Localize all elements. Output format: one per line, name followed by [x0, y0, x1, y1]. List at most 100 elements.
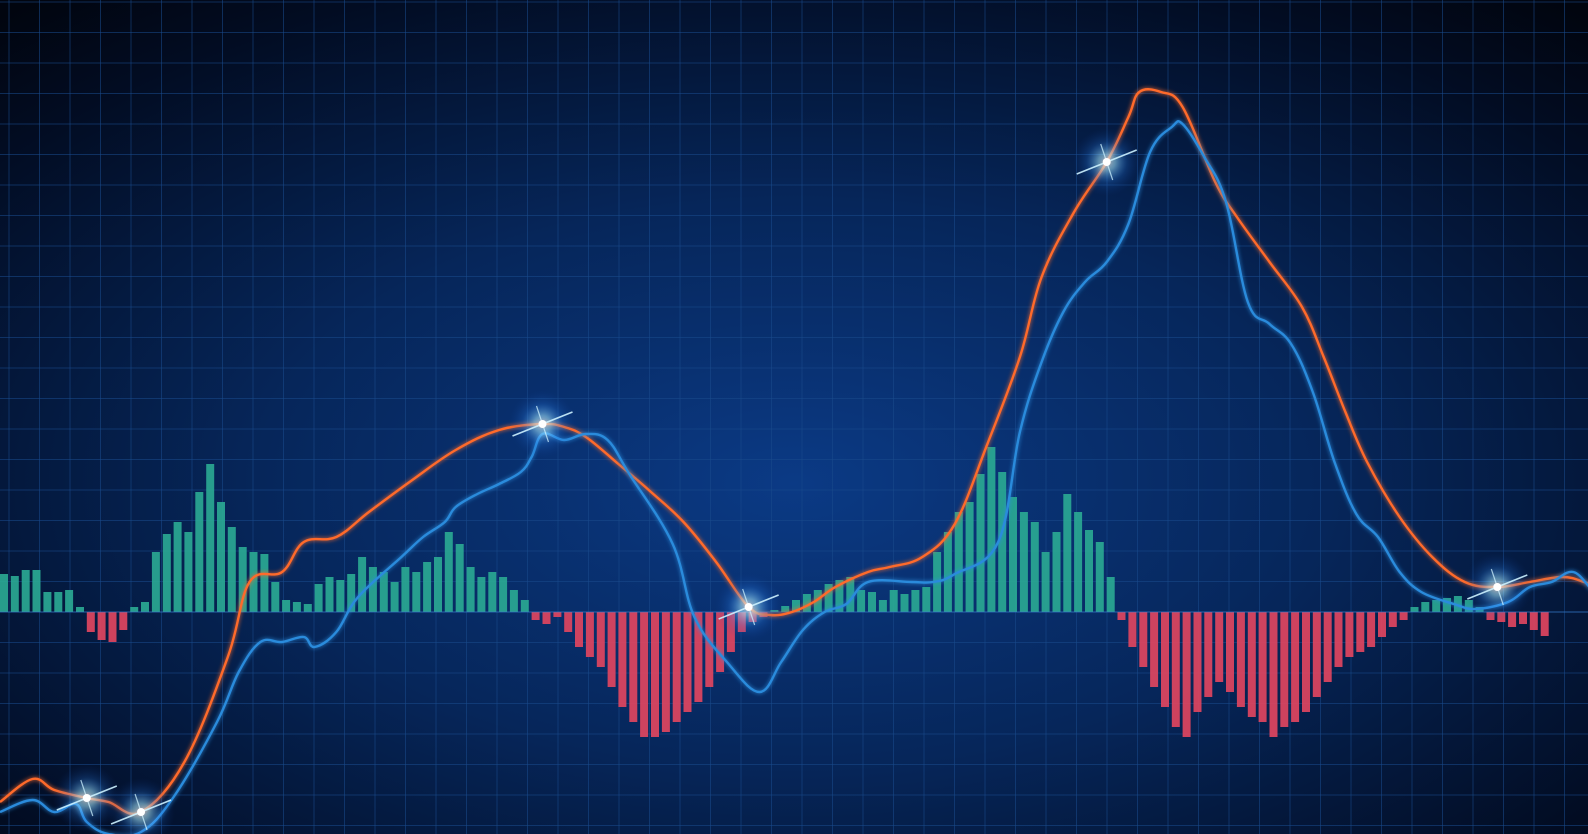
histogram-bar-negative: [1302, 612, 1310, 712]
flare-core: [82, 794, 91, 802]
histogram-bar-negative: [1399, 612, 1408, 620]
histogram-bar-negative: [108, 612, 117, 642]
histogram-bar-negative: [1204, 612, 1213, 697]
histogram-bar-positive: [954, 512, 963, 612]
histogram-bar-positive: [173, 522, 182, 612]
histogram-bar-positive: [206, 464, 215, 612]
histogram-bar-negative: [531, 612, 540, 620]
histogram-bar-positive: [477, 577, 486, 612]
histogram-bar-negative: [1139, 612, 1148, 667]
histogram-bar-positive: [1019, 512, 1028, 612]
histogram-bar-positive: [1443, 598, 1451, 612]
histogram-bar-positive: [466, 567, 475, 612]
histogram-bar-positive: [390, 582, 399, 612]
histogram-bar-positive: [303, 604, 312, 612]
histogram-bar-positive: [423, 562, 432, 612]
histogram-bar-positive: [792, 600, 800, 612]
histogram-bar-positive: [292, 602, 301, 612]
flare-core: [1102, 158, 1111, 166]
histogram-bar-positive: [900, 594, 909, 612]
histogram-bar-positive: [965, 502, 974, 612]
histogram-bar-positive: [488, 572, 497, 612]
crossover-flare: [52, 764, 121, 832]
histogram-bar-negative: [716, 612, 725, 672]
histogram-bar-positive: [824, 584, 833, 612]
histogram-bar-negative: [694, 612, 703, 702]
flare-core: [744, 603, 753, 611]
histogram-bar-positive: [1432, 600, 1441, 612]
histogram-bar-negative: [1508, 612, 1517, 627]
histogram-bar-negative: [705, 612, 714, 687]
histogram-bar-negative: [1367, 612, 1376, 647]
histogram-bar-positive: [520, 600, 529, 612]
histogram-bar-positive: [282, 600, 291, 612]
histogram-bar-positive: [76, 607, 84, 612]
histogram-bar-positive: [1095, 542, 1104, 612]
histogram-bar-positive: [260, 554, 269, 612]
histogram-bar-positive: [401, 567, 410, 612]
histogram-bar-positive: [1009, 497, 1017, 612]
histogram-bar-negative: [575, 612, 583, 647]
histogram-bar-negative: [629, 612, 638, 722]
histogram-bar-positive: [813, 590, 822, 612]
histogram-bar-positive: [238, 547, 247, 612]
histogram-bar-positive: [54, 592, 63, 612]
histogram-bar-positive: [976, 474, 985, 612]
histogram-bar-positive: [434, 557, 442, 612]
histogram-bar-positive: [835, 580, 844, 612]
histogram-bar-positive: [781, 606, 790, 612]
series-line-fast: [0, 120, 1588, 834]
histogram-bar-negative: [683, 612, 692, 712]
histogram-bar-negative: [564, 612, 573, 632]
histogram-bar-positive: [878, 600, 887, 612]
histogram-bar-positive: [379, 572, 388, 612]
histogram-bar-positive: [911, 590, 920, 612]
crossover-flares: [52, 128, 1532, 834]
histogram-bar-positive: [889, 590, 898, 612]
histogram-bar-negative: [97, 612, 106, 640]
histogram-bar-positive: [1421, 602, 1430, 612]
histogram-bar-positive: [922, 587, 931, 612]
histogram-bar-positive: [444, 532, 453, 612]
histogram-bar-negative: [1215, 612, 1224, 682]
histogram-bar-positive: [130, 607, 139, 612]
histogram-bar-negative: [1529, 612, 1538, 630]
histogram-bar-positive: [455, 544, 464, 612]
histogram-bar-negative: [585, 612, 594, 657]
series-lines: [0, 88, 1588, 834]
flare-core: [538, 420, 547, 428]
histogram-bar-negative: [1236, 612, 1245, 707]
histogram-bar-positive: [846, 577, 855, 612]
histogram-bar-negative: [640, 612, 649, 737]
flare-core: [1493, 583, 1502, 591]
histogram-bar-negative: [1269, 612, 1278, 737]
histogram-bar-positive: [43, 592, 52, 612]
histogram-bar-negative: [607, 612, 616, 687]
histogram-bar-negative: [86, 612, 95, 632]
histogram-bar-negative: [1345, 612, 1354, 657]
histogram-bar-positive: [0, 574, 8, 612]
histogram-bar-positive: [1464, 600, 1473, 612]
histogram-bar-positive: [347, 574, 356, 612]
histogram-bar-positive: [1074, 512, 1083, 612]
histogram-bar-positive: [271, 582, 280, 612]
histogram-bar-positive: [336, 580, 345, 612]
histogram-bar-negative: [596, 612, 605, 667]
histogram-bar-positive: [32, 570, 41, 612]
histogram-bar-positive: [151, 552, 160, 612]
histogram-bar-positive: [314, 584, 323, 612]
histogram-bar-negative: [618, 612, 627, 707]
histogram-bar-positive: [509, 590, 518, 612]
crossover-flare: [107, 778, 176, 834]
histogram-bar-negative: [1291, 612, 1300, 722]
histogram-bar-positive: [162, 534, 171, 612]
histogram-bar-negative: [1312, 612, 1321, 697]
histogram-bar-negative: [1226, 612, 1234, 692]
histogram-bar-positive: [10, 576, 19, 612]
histogram-bar-negative: [1247, 612, 1256, 717]
crossover-flare: [508, 390, 577, 458]
histogram-bar-negative: [1193, 612, 1202, 712]
histogram-bar-positive: [325, 577, 334, 612]
histogram-bar-negative: [1117, 612, 1126, 620]
